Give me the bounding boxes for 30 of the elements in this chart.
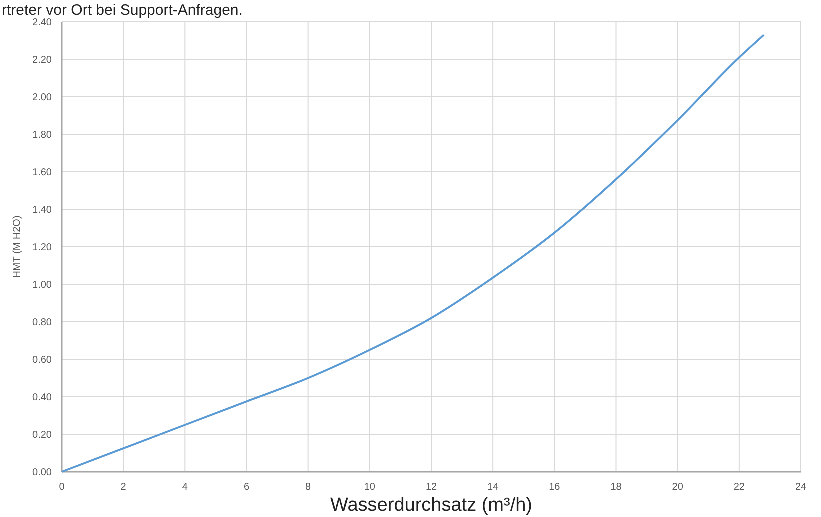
text: rtreter vor Ort bei Support-Anfragen. — [2, 2, 243, 19]
x-tick-label: 8 — [306, 482, 312, 493]
x-tick-label: 10 — [364, 482, 376, 493]
x-tick-label: 2 — [120, 482, 127, 493]
x-tick-label: 14 — [488, 482, 500, 493]
x-tick-label: 12 — [426, 482, 438, 493]
y-axis-title: HMT (M H2O) — [12, 216, 23, 278]
x-tick-label: 24 — [795, 482, 807, 493]
x-axis-title: Wasserdurchsatz (m³/h) — [330, 495, 532, 516]
y-tick-label: 1.80 — [32, 130, 52, 141]
x-tick-label: 6 — [244, 482, 250, 493]
y-tick-label: 2.20 — [32, 55, 52, 66]
y-tick-label: 2.00 — [32, 92, 52, 104]
line-series — [61, 34, 766, 473]
y-tick-label: 1.60 — [32, 168, 52, 178]
y-tick-label: 0.00 — [32, 468, 52, 478]
x-tick-label: 20 — [672, 482, 684, 493]
y-tick-label: 0.20 — [32, 430, 52, 441]
y-tick-label: 1.40 — [32, 205, 52, 216]
y-tick-label: 0.40 — [32, 392, 52, 404]
x-tick-label: 18 — [610, 482, 622, 493]
y-tick-label: 1.20 — [32, 242, 52, 254]
x-tick-label: 4 — [182, 482, 188, 493]
x-tick-label: 0 — [59, 482, 66, 493]
x-tick-label: 16 — [549, 482, 561, 493]
y-tick-label: 0.60 — [32, 355, 52, 366]
y-tick-label: 1.00 — [32, 280, 52, 291]
x-tick-label: 22 — [734, 482, 746, 493]
y-tick-label: 0.80 — [32, 318, 52, 328]
y-tick-label: 2.40 — [32, 18, 52, 28]
